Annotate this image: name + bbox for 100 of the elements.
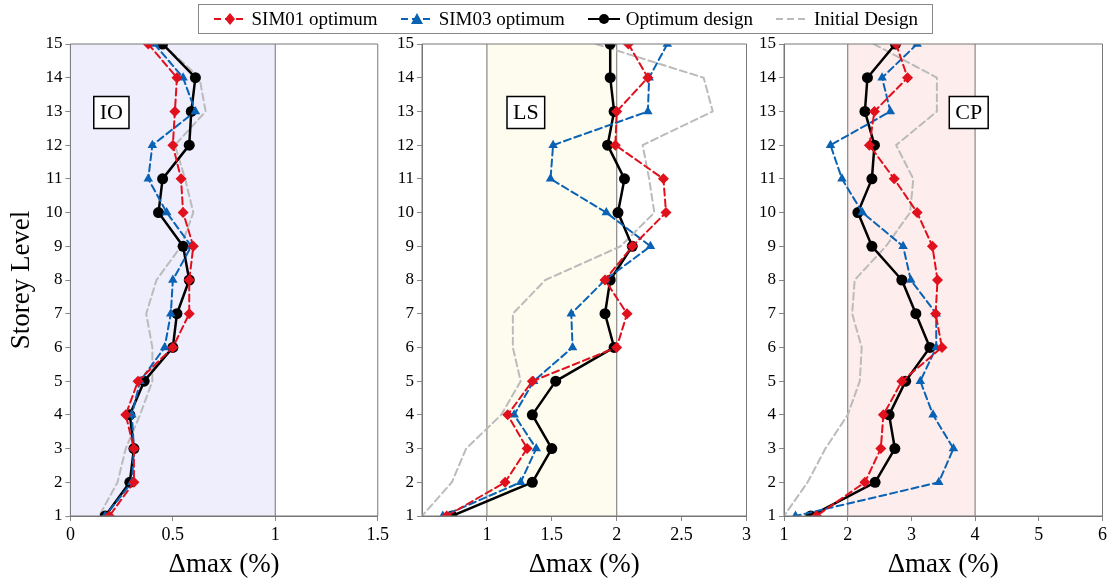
point — [601, 207, 612, 216]
point — [859, 105, 871, 117]
y-tick-label: 1 — [767, 505, 776, 525]
point — [546, 443, 558, 455]
y-tick-label: 10 — [759, 202, 776, 222]
legend-label: SIM03 optimum — [438, 8, 565, 30]
y-tick-label: 9 — [767, 235, 776, 255]
x-tick-label: 4 — [970, 523, 980, 544]
point — [599, 308, 611, 320]
x-tick-label: 2.5 — [670, 523, 693, 544]
point — [621, 308, 633, 320]
y-tick-label: 12 — [397, 134, 414, 154]
y-tick-label: 6 — [53, 336, 63, 356]
point — [857, 207, 868, 216]
y-tick-label: 7 — [767, 303, 777, 323]
point — [869, 476, 881, 488]
point — [889, 443, 901, 455]
y-tick-label: 12 — [45, 134, 63, 154]
y-tick-label: 5 — [405, 370, 414, 390]
y-tick-label: 2 — [405, 471, 414, 491]
y-tick-label: 2 — [53, 471, 63, 491]
point — [911, 207, 923, 219]
y-tick-label: 14 — [759, 67, 777, 87]
y-tick-label: 14 — [397, 67, 415, 87]
point — [861, 72, 873, 84]
point — [863, 139, 875, 151]
point — [885, 105, 896, 115]
point — [147, 139, 158, 148]
x-tick-label: 3 — [742, 523, 751, 544]
point — [177, 240, 189, 252]
point — [928, 409, 938, 418]
point — [936, 341, 948, 353]
band-label: LS — [513, 99, 539, 125]
legend-label: Optimum design — [625, 8, 754, 30]
y-tick-label: 3 — [767, 438, 776, 458]
x-axis-title: Δmax (%) — [528, 547, 640, 578]
y-tick-label: 15 — [759, 33, 776, 53]
point — [161, 207, 172, 216]
y-tick-label: 10 — [397, 202, 414, 222]
y-tick-label: 8 — [405, 269, 414, 289]
point — [896, 375, 908, 387]
y-tick-label: 13 — [45, 100, 63, 120]
point — [515, 476, 526, 486]
y-tick-label: 4 — [53, 404, 63, 424]
y-tick-label: 15 — [45, 33, 63, 53]
point — [183, 308, 195, 320]
y-tick-label: 3 — [53, 438, 63, 458]
point — [120, 409, 132, 421]
point — [902, 72, 914, 84]
point — [906, 274, 916, 283]
point — [915, 375, 926, 384]
x-tick-label: 0 — [65, 523, 75, 544]
point — [948, 443, 959, 452]
x-axis-title: Δmax (%) — [168, 547, 280, 578]
x-tick-label: 3 — [906, 523, 916, 544]
y-tick-label: 7 — [405, 303, 415, 323]
point — [157, 173, 169, 185]
point — [545, 173, 556, 182]
y-tick-label: 13 — [759, 100, 776, 120]
point — [888, 173, 900, 185]
y-tick-label: 5 — [767, 370, 776, 390]
y-tick-label: 4 — [767, 404, 777, 424]
y-tick-label: 13 — [397, 100, 414, 120]
band-label: CP — [955, 99, 983, 125]
point — [177, 207, 189, 219]
point — [190, 105, 201, 115]
point — [866, 173, 878, 185]
point — [175, 173, 187, 185]
point — [926, 240, 938, 252]
x-tick-label: 0.5 — [161, 523, 185, 544]
y-tick-label: 4 — [405, 404, 415, 424]
point — [934, 476, 944, 486]
point — [567, 341, 578, 351]
point — [153, 207, 165, 219]
point — [868, 105, 880, 117]
point — [612, 207, 624, 219]
point — [171, 72, 183, 84]
y-tick-label: 2 — [767, 471, 776, 491]
point — [502, 409, 514, 421]
point — [896, 274, 908, 286]
legend-label: Initial Design — [814, 8, 918, 30]
y-tick-label: 7 — [53, 303, 63, 323]
y-tick-label: 8 — [53, 269, 63, 289]
point — [550, 375, 562, 387]
point — [609, 139, 621, 151]
point — [825, 139, 836, 148]
y-tick-label: 9 — [405, 235, 414, 255]
x-tick-label: 1 — [482, 523, 492, 544]
y-tick-label: 10 — [45, 202, 63, 222]
point — [859, 476, 871, 488]
y-tick-label: 11 — [759, 168, 776, 188]
point — [618, 173, 630, 185]
y-tick-label: 15 — [397, 33, 414, 53]
y-tick-label: 14 — [45, 67, 63, 87]
point — [877, 72, 887, 81]
x-tick-label: 5 — [1034, 523, 1044, 544]
y-tick-label: 3 — [405, 438, 414, 458]
point — [526, 476, 538, 488]
y-tick-label: 11 — [397, 168, 414, 188]
point — [167, 139, 179, 151]
